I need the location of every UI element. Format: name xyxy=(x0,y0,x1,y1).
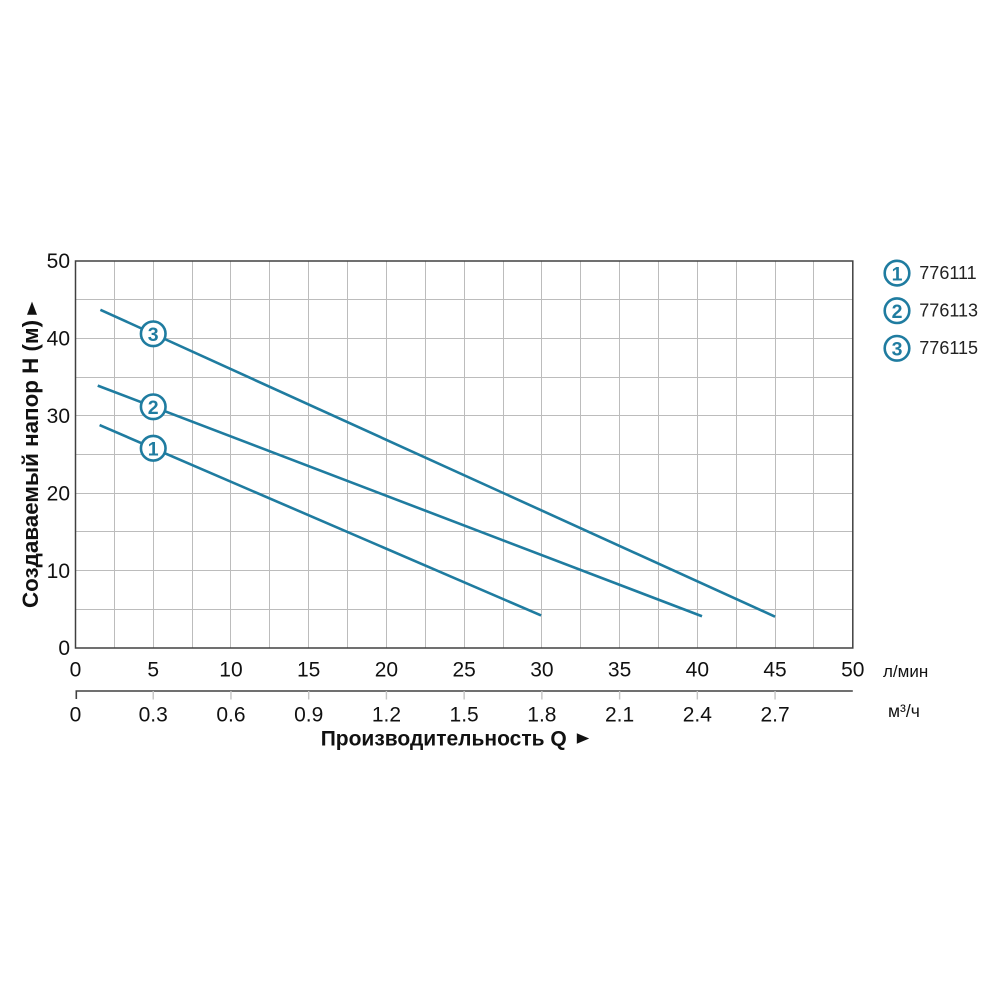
svg-text:40: 40 xyxy=(686,659,709,682)
svg-text:1.8: 1.8 xyxy=(527,703,556,726)
svg-text:0.6: 0.6 xyxy=(216,703,245,726)
svg-text:776111: 776111 xyxy=(919,263,976,283)
svg-text:45: 45 xyxy=(763,659,786,682)
svg-text:2.4: 2.4 xyxy=(683,703,713,726)
svg-text:0.9: 0.9 xyxy=(294,703,323,726)
svg-text:0: 0 xyxy=(70,659,82,682)
svg-text:50: 50 xyxy=(841,659,864,682)
svg-text:0: 0 xyxy=(58,637,70,660)
svg-text:10: 10 xyxy=(47,560,70,583)
svg-text:1.2: 1.2 xyxy=(372,703,401,726)
svg-text:40: 40 xyxy=(47,328,70,351)
svg-text:2: 2 xyxy=(148,397,159,419)
svg-text:2.7: 2.7 xyxy=(760,703,789,726)
svg-text:50: 50 xyxy=(47,250,70,273)
svg-text:Производительность Q: Производительность Q xyxy=(321,728,567,751)
svg-text:м³/ч: м³/ч xyxy=(888,701,920,721)
svg-text:776113: 776113 xyxy=(919,301,978,321)
svg-text:5: 5 xyxy=(147,659,159,682)
svg-text:30: 30 xyxy=(47,405,70,428)
svg-text:0: 0 xyxy=(70,703,82,726)
svg-text:25: 25 xyxy=(452,659,475,682)
svg-text:3: 3 xyxy=(892,339,903,361)
svg-text:15: 15 xyxy=(297,659,320,682)
svg-text:35: 35 xyxy=(608,659,631,682)
svg-text:2.1: 2.1 xyxy=(605,703,634,726)
svg-text:2: 2 xyxy=(892,301,903,323)
svg-text:3: 3 xyxy=(148,324,159,346)
svg-text:10: 10 xyxy=(219,659,242,682)
svg-text:0.3: 0.3 xyxy=(139,703,168,726)
svg-text:Создаваемый напор H (м): Создаваемый напор H (м) xyxy=(18,320,43,608)
svg-text:1: 1 xyxy=(148,439,159,461)
svg-text:1.5: 1.5 xyxy=(450,703,479,726)
svg-text:л/мин: л/мин xyxy=(883,662,928,681)
svg-text:30: 30 xyxy=(530,659,553,682)
svg-text:1: 1 xyxy=(892,263,903,285)
svg-text:20: 20 xyxy=(47,482,70,505)
svg-text:776115: 776115 xyxy=(919,338,978,358)
svg-text:20: 20 xyxy=(375,659,398,682)
